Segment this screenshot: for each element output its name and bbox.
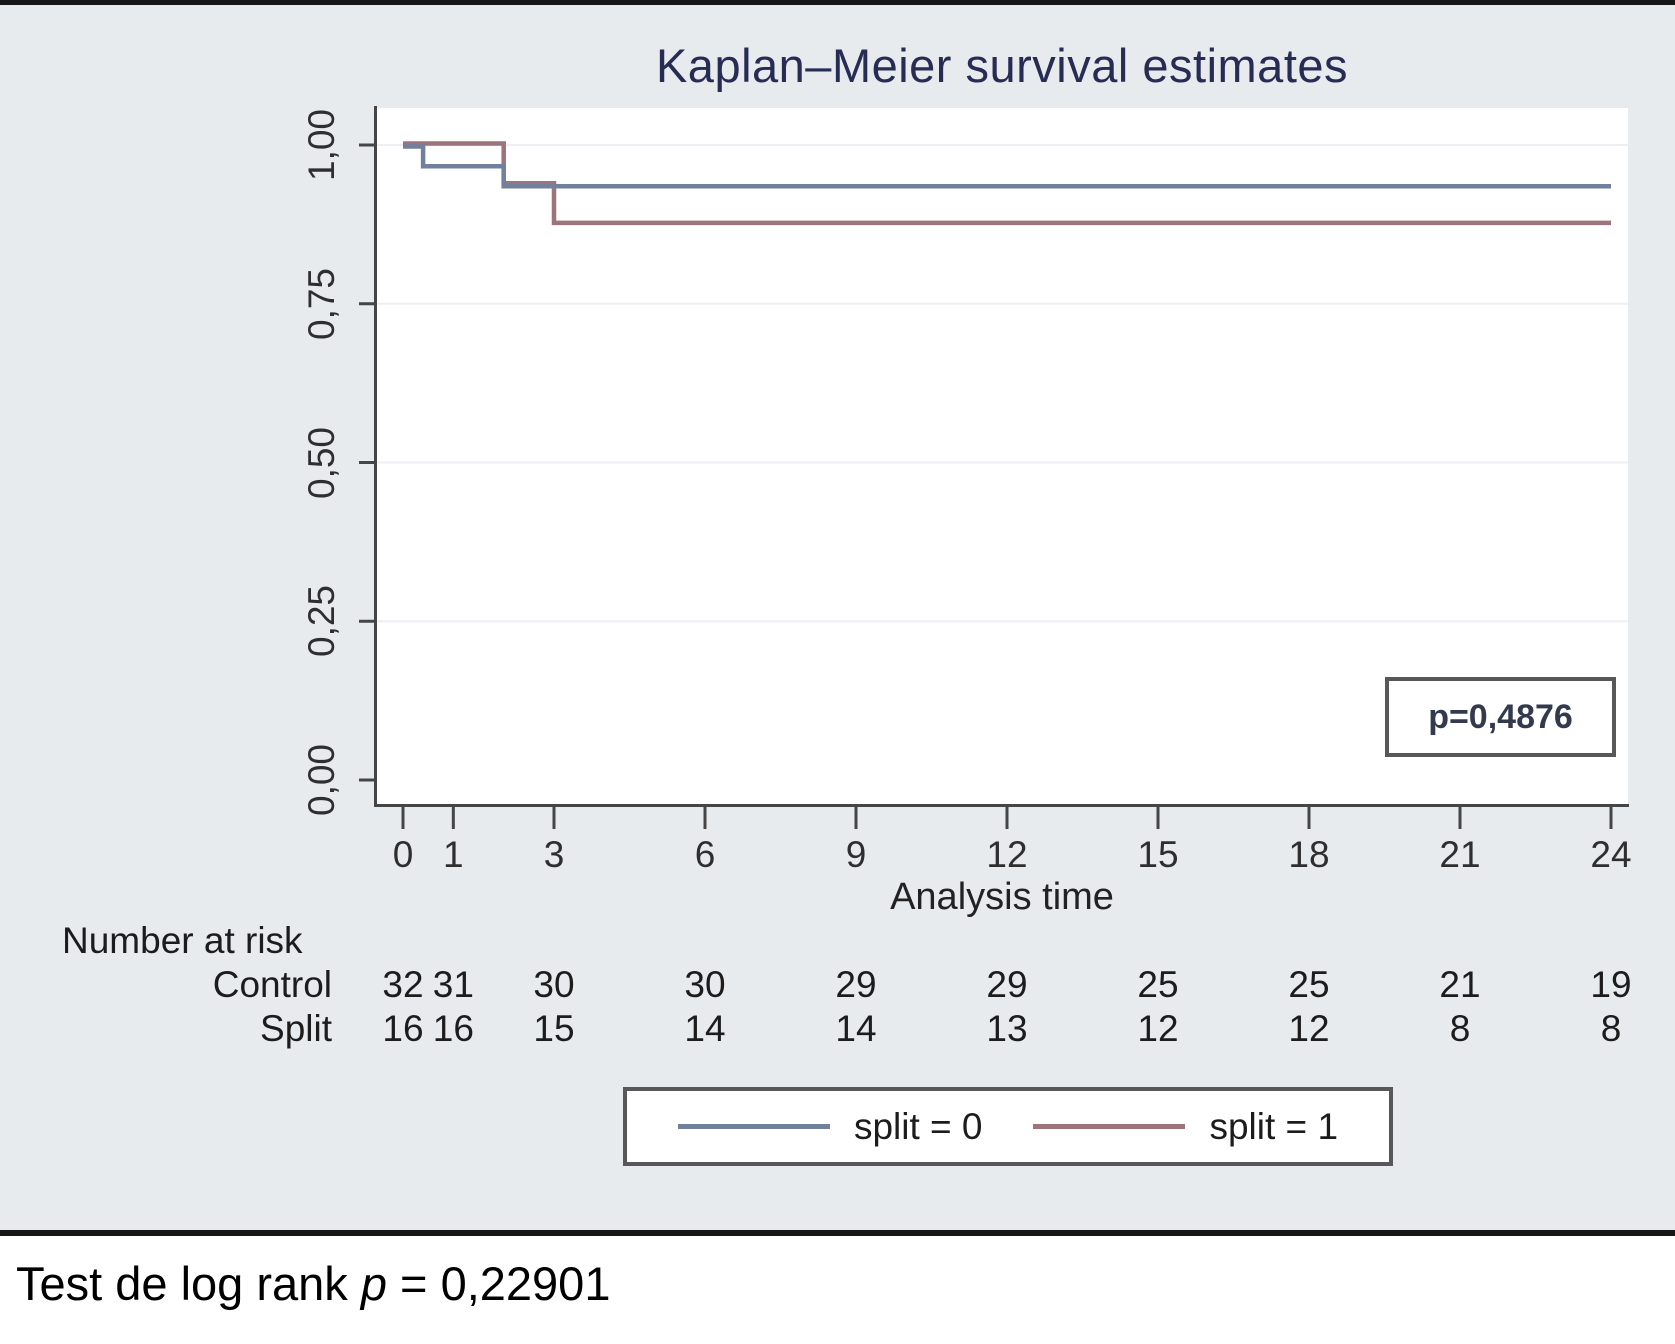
figure-bottom-border xyxy=(0,1230,1675,1236)
risk-value: 21 xyxy=(1439,964,1481,1005)
legend-line-swatch xyxy=(677,1124,830,1129)
legend-entry: split = 0 xyxy=(677,1105,983,1148)
risk-value: 30 xyxy=(533,964,575,1005)
risk-value: 13 xyxy=(986,1008,1028,1049)
x-tick-label: 3 xyxy=(543,834,565,875)
risk-value: 8 xyxy=(1449,1008,1471,1049)
x-tick-label: 9 xyxy=(845,834,867,875)
risk-value: 16 xyxy=(382,1008,424,1049)
legend-label: split = 0 xyxy=(853,1105,983,1147)
risk-row-label: Control xyxy=(212,964,332,1005)
chart-title: Kaplan–Meier survival estimates xyxy=(655,39,1349,92)
survival-curve-split0 xyxy=(403,144,1611,189)
km-plot-canvas xyxy=(359,106,1629,829)
legend-line-swatch xyxy=(1033,1124,1186,1129)
risk-value: 14 xyxy=(835,1008,877,1049)
x-tick-label: 0 xyxy=(392,834,414,875)
risk-value: 12 xyxy=(1137,1008,1179,1049)
x-tick-label: 24 xyxy=(1590,834,1632,875)
risk-value: 30 xyxy=(684,964,726,1005)
survival-curve-split1 xyxy=(403,141,1611,226)
x-tick-label: 18 xyxy=(1288,834,1330,875)
log-rank-caption: Test de log rank p = 0,22901 xyxy=(16,1256,610,1311)
risk-value: 25 xyxy=(1137,964,1179,1005)
x-tick-label: 15 xyxy=(1137,834,1179,875)
risk-value: 19 xyxy=(1590,964,1632,1005)
p-value-box: p=0,4876 xyxy=(1385,677,1616,757)
legend-label: split = 1 xyxy=(1209,1105,1339,1147)
caption-value: = 0,22901 xyxy=(387,1257,611,1310)
y-tick-label: 0,25 xyxy=(301,585,342,658)
x-tick-label: 21 xyxy=(1439,834,1481,875)
legend-entry: split = 1 xyxy=(1033,1106,1338,1148)
risk-value: 16 xyxy=(432,1008,474,1049)
x-axis-title: Analysis time xyxy=(890,876,1114,918)
y-tick-label: 1,00 xyxy=(301,108,342,182)
risk-value: 32 xyxy=(382,964,424,1005)
x-tick-label: 6 xyxy=(694,834,716,875)
p-value-text: p=0,4876 xyxy=(1428,697,1573,736)
y-tick-label: 0,75 xyxy=(301,267,342,340)
caption-prefix: Test de log rank xyxy=(16,1257,361,1310)
risk-row-label: Split xyxy=(260,1008,332,1049)
risk-value: 29 xyxy=(986,964,1028,1005)
risk-value: 8 xyxy=(1600,1008,1622,1049)
risk-value: 31 xyxy=(432,964,474,1005)
risk-value: 15 xyxy=(533,1008,575,1049)
legend: split = 0 split = 1 xyxy=(623,1087,1393,1166)
risk-value: 12 xyxy=(1288,1008,1330,1049)
risk-value: 29 xyxy=(835,964,877,1005)
y-tick-label: 0,00 xyxy=(301,743,342,817)
number-at-risk-heading: Number at risk xyxy=(62,920,303,961)
x-tick-label: 1 xyxy=(443,834,464,875)
x-tick-label: 12 xyxy=(986,834,1028,875)
caption-p-symbol: p xyxy=(360,1257,387,1310)
risk-value: 25 xyxy=(1288,964,1330,1005)
figure-top-border xyxy=(0,0,1675,5)
y-tick-label: 0,50 xyxy=(301,426,342,499)
risk-value: 14 xyxy=(684,1008,726,1049)
